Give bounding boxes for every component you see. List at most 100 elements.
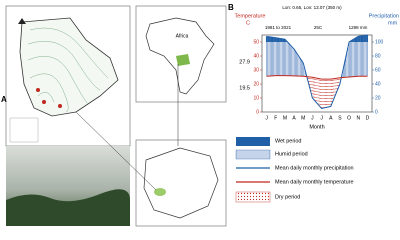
dry-dot — [314, 90, 316, 92]
dry-dot — [322, 101, 324, 103]
dry-dot — [321, 86, 323, 88]
dry-dot — [312, 96, 314, 98]
y-axis-label: Temperature — [235, 13, 266, 19]
dry-dot — [322, 92, 324, 94]
map-label: Africa — [176, 33, 189, 39]
dry-dot — [315, 78, 317, 80]
dry-dot — [317, 85, 319, 87]
y2-tick-label: 0 — [375, 109, 378, 115]
dry-dot — [335, 79, 337, 81]
dry-dot — [324, 89, 326, 91]
photo-canopy — [6, 189, 130, 226]
dry-dot — [320, 94, 322, 96]
dry-dot — [328, 101, 330, 103]
dry-dot — [320, 82, 322, 84]
dry-dot — [320, 100, 322, 102]
dry-dot — [317, 88, 319, 90]
y-tick-label: 0 — [256, 109, 259, 115]
dry-dot — [311, 87, 313, 89]
dry-dot — [326, 104, 328, 106]
dry-dot — [310, 81, 312, 83]
dry-dot — [317, 91, 319, 93]
legend-swatch — [235, 191, 271, 203]
dry-dot — [330, 86, 332, 87]
y-tick-label: 20 — [253, 81, 259, 87]
dry-dot — [336, 85, 338, 87]
dry-dot — [318, 94, 320, 96]
dry-dot — [328, 89, 330, 91]
dry-dot — [327, 98, 329, 100]
dry-dot — [317, 97, 319, 99]
dry-dot — [327, 95, 329, 97]
dry-dot — [318, 97, 320, 99]
dry-dot — [321, 89, 323, 91]
dry-dot — [323, 80, 325, 82]
dry-dot — [323, 89, 325, 91]
x-tick-label: O — [347, 115, 351, 121]
dry-dot — [328, 95, 330, 97]
x-tick-label: S — [338, 115, 342, 121]
dry-dot — [311, 90, 313, 92]
dry-dot — [324, 101, 326, 103]
legend-label: Mean daily monthly temperature — [275, 179, 354, 185]
dry-dot — [333, 88, 335, 90]
dry-dot — [323, 83, 325, 85]
page: {"panel_a": {"label": "A"}, "africa_map"… — [1, 3, 399, 227]
dry-dot — [336, 82, 338, 84]
dry-dot — [321, 95, 323, 97]
dry-dot — [321, 104, 323, 106]
dry-dot — [327, 104, 329, 106]
dry-dot — [323, 101, 325, 103]
dry-dot — [318, 91, 320, 93]
africa-map — [135, 5, 227, 103]
y2-tick-label: 20 — [375, 95, 381, 101]
panel-label: A — [1, 95, 7, 104]
series-line — [266, 75, 368, 80]
dry-dot — [312, 87, 314, 89]
dry-dot — [335, 82, 337, 84]
dry-dot — [334, 85, 336, 87]
dry-dot — [339, 78, 341, 80]
dry-dot — [333, 82, 335, 84]
dry-dot — [328, 104, 330, 106]
climate-diagram: B Lon: 0.65, Lon: 13.07 (350 m) Temperat… — [228, 3, 399, 203]
x-tick-label: A — [329, 115, 333, 121]
dry-dot — [332, 97, 334, 99]
panel-label: B — [228, 3, 234, 12]
dry-dot — [338, 78, 340, 80]
dry-dot — [334, 88, 336, 90]
dry-dot — [323, 95, 325, 97]
dry-dot — [314, 93, 316, 95]
dry-dot — [334, 79, 336, 81]
dry-dot — [321, 98, 323, 100]
dry-dot — [320, 91, 322, 93]
dry-dot — [315, 84, 317, 86]
dry-dot — [321, 101, 323, 103]
dry-dot — [315, 99, 317, 101]
dry-dot — [318, 103, 320, 105]
dry-dot — [318, 79, 320, 81]
dry-dot — [311, 81, 313, 83]
dry-dot — [324, 95, 326, 97]
dry-dot — [322, 95, 324, 97]
legend-swatch — [235, 149, 271, 160]
dry-dot — [321, 80, 323, 82]
dry-dot — [312, 81, 314, 83]
dry-dot — [333, 85, 335, 87]
dry-dot — [329, 104, 331, 106]
y-tick-label: 50 — [253, 39, 259, 45]
annotation: 1981 to 2021 — [265, 25, 292, 30]
dry-dot — [316, 97, 318, 99]
dry-dot — [317, 94, 319, 96]
dry-dot — [329, 95, 331, 97]
figure: A Africa B Lon: 0.65, Lon: 13.07 (350 m)… — [1, 3, 399, 227]
dry-dot — [322, 86, 324, 88]
y2-axis-unit: mm — [388, 20, 398, 26]
legend-label: Humid period — [275, 151, 308, 157]
legend-label: Wet period — [275, 138, 302, 144]
dry-dot — [328, 92, 330, 94]
legend-swatch — [236, 137, 270, 146]
dry-dot — [311, 93, 313, 95]
dry-dot — [317, 79, 319, 81]
dry-dot — [326, 92, 328, 94]
